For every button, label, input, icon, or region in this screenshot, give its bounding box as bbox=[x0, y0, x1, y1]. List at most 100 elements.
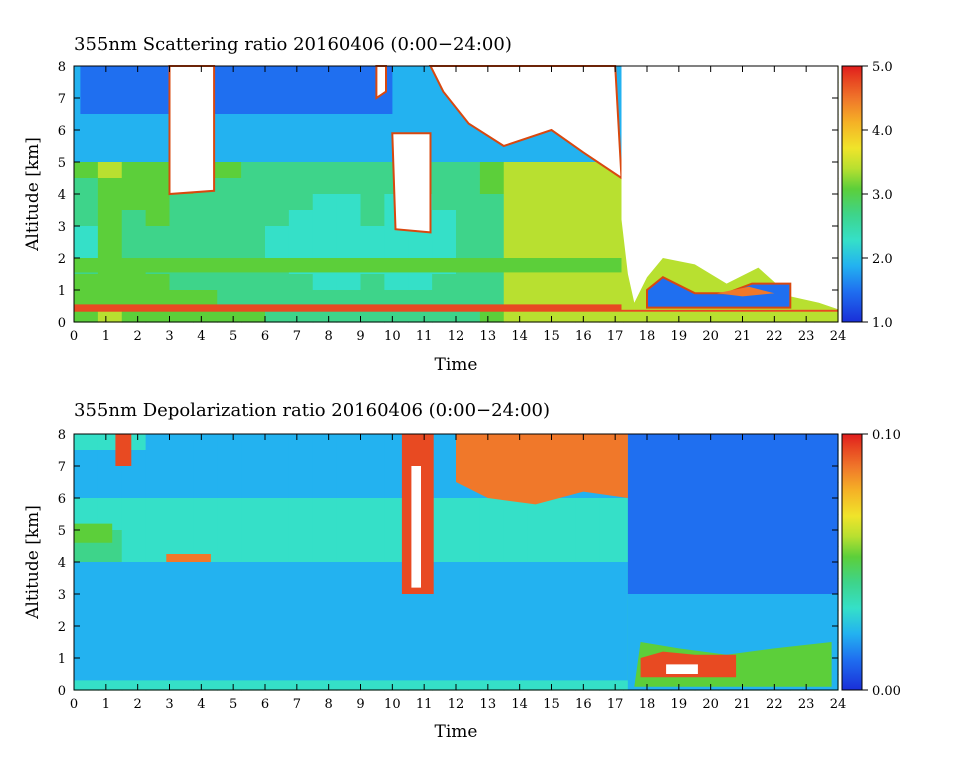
heatmap-cell bbox=[74, 242, 99, 259]
heatmap-cell bbox=[360, 162, 385, 179]
heatmap-cell bbox=[265, 466, 290, 483]
heatmap-cell bbox=[121, 274, 147, 291]
heatmap-cell bbox=[551, 242, 576, 259]
heatmap-cell bbox=[456, 546, 481, 563]
x-tick-label: 19 bbox=[671, 329, 688, 344]
heatmap-cell bbox=[551, 290, 576, 307]
heatmap-cell bbox=[575, 210, 600, 227]
x-tick-label: 24 bbox=[830, 329, 847, 344]
heatmap-cell bbox=[432, 274, 457, 291]
heatmap-cell bbox=[145, 482, 171, 499]
y-tick-label: 2 bbox=[58, 620, 66, 635]
heatmap-cell bbox=[479, 530, 505, 547]
heatmap-cell bbox=[432, 434, 457, 451]
heatmap-cell bbox=[145, 530, 171, 547]
heatmap-cell bbox=[288, 482, 314, 499]
x-tick-label: 19 bbox=[671, 697, 688, 712]
heatmap-cell bbox=[241, 434, 266, 451]
heatmap-cell bbox=[503, 546, 529, 563]
heatmap-cell bbox=[121, 546, 147, 563]
heatmap-cell bbox=[312, 194, 338, 211]
x-tick-label: 24 bbox=[830, 697, 847, 712]
heatmap-cell bbox=[814, 306, 839, 323]
heatmap-cell bbox=[74, 482, 99, 499]
heatmap-cell bbox=[217, 482, 242, 499]
heatmap-cell bbox=[408, 242, 433, 259]
x-tick-label: 11 bbox=[416, 329, 433, 344]
heatmap-cell bbox=[169, 226, 194, 243]
heatmap-cell bbox=[336, 546, 362, 563]
heatmap-cell bbox=[575, 498, 600, 515]
ground-line bbox=[74, 309, 838, 312]
heatmap-cell bbox=[97, 498, 123, 515]
heatmap-cell bbox=[360, 482, 385, 499]
heatmap-cell bbox=[312, 530, 338, 547]
y-tick-label: 6 bbox=[58, 124, 66, 139]
x-tick-label: 13 bbox=[480, 697, 497, 712]
heatmap-cell bbox=[479, 274, 505, 291]
upper-dark-region bbox=[80, 66, 393, 114]
heatmap-cell bbox=[336, 482, 362, 499]
heatmap-cell bbox=[265, 482, 290, 499]
heatmap-cell bbox=[145, 210, 171, 227]
upper-dust-plume bbox=[456, 434, 628, 505]
heatmap-cell bbox=[193, 194, 218, 211]
heatmap-cell bbox=[241, 466, 266, 483]
heatmap-cell bbox=[432, 210, 457, 227]
heatmap-cell bbox=[217, 274, 242, 291]
heatmap-cell bbox=[432, 162, 457, 179]
heatmap-cell bbox=[97, 162, 123, 179]
heatmap-cell bbox=[575, 162, 600, 179]
heatmap-cell bbox=[551, 210, 576, 227]
heatmap-cell bbox=[575, 274, 600, 291]
boundary-layer-band bbox=[74, 258, 622, 273]
heatmap-cell bbox=[503, 210, 529, 227]
heatmap-cell bbox=[97, 290, 123, 307]
heatmap-cell bbox=[503, 274, 529, 291]
chart-title: 355nm Depolarization ratio 20160406 (0:0… bbox=[74, 400, 550, 421]
heatmap-cell bbox=[456, 530, 481, 547]
heatmap-cell bbox=[169, 210, 194, 227]
heatmap-cell bbox=[193, 242, 218, 259]
heatmap-cell bbox=[193, 482, 218, 499]
y-tick-label: 0 bbox=[58, 316, 66, 331]
x-axis: 0 1 2 3 4 5 6 7 8 9 10 11 12 13 14 15 16 17 18 19 20 21 22 23 24 bbox=[70, 66, 846, 344]
x-tick-label: 20 bbox=[702, 697, 719, 712]
y-tick-label: 1 bbox=[58, 652, 66, 667]
heatmap-cell bbox=[790, 306, 815, 323]
x-tick-label: 6 bbox=[261, 329, 269, 344]
colorbar bbox=[841, 433, 863, 691]
heatmap-cell bbox=[336, 530, 362, 547]
heatmap-cell bbox=[74, 466, 99, 483]
heatmap-cell bbox=[241, 194, 266, 211]
heatmap-cell bbox=[265, 226, 290, 243]
heatmap-cell bbox=[551, 546, 576, 563]
heatmap-cell bbox=[241, 178, 266, 195]
heatmap-cell bbox=[288, 162, 314, 179]
heatmap-cell bbox=[265, 498, 290, 515]
heatmap-cell bbox=[121, 498, 147, 515]
cloud-saturated bbox=[621, 66, 838, 310]
x-tick-label: 5 bbox=[229, 329, 237, 344]
heatmap-cell bbox=[265, 434, 290, 451]
low-aerosol-peak bbox=[717, 286, 775, 297]
heatmap-cell bbox=[241, 274, 266, 291]
x-tick-label: 3 bbox=[165, 329, 173, 344]
heatmap-cell bbox=[360, 514, 385, 531]
heatmap-cell bbox=[265, 194, 290, 211]
chart-title: 355nm Scattering ratio 20160406 (0:00−24… bbox=[74, 34, 512, 55]
y-tick-label: 2 bbox=[58, 252, 66, 267]
heatmap-cell bbox=[503, 226, 529, 243]
heatmap-cell bbox=[217, 546, 242, 563]
x-tick-label: 15 bbox=[543, 697, 560, 712]
heatmap-cell bbox=[241, 546, 266, 563]
heatmap-cell bbox=[169, 514, 194, 531]
heatmap-cell bbox=[575, 514, 600, 531]
x-tick-label: 16 bbox=[575, 697, 592, 712]
x-tick-label: 8 bbox=[325, 329, 333, 344]
heatmap-cell bbox=[551, 226, 576, 243]
heatmap-cell bbox=[408, 290, 433, 307]
heatmap-cell bbox=[527, 210, 553, 227]
heatmap-cell bbox=[599, 498, 624, 515]
heatmap-cell bbox=[312, 178, 338, 195]
